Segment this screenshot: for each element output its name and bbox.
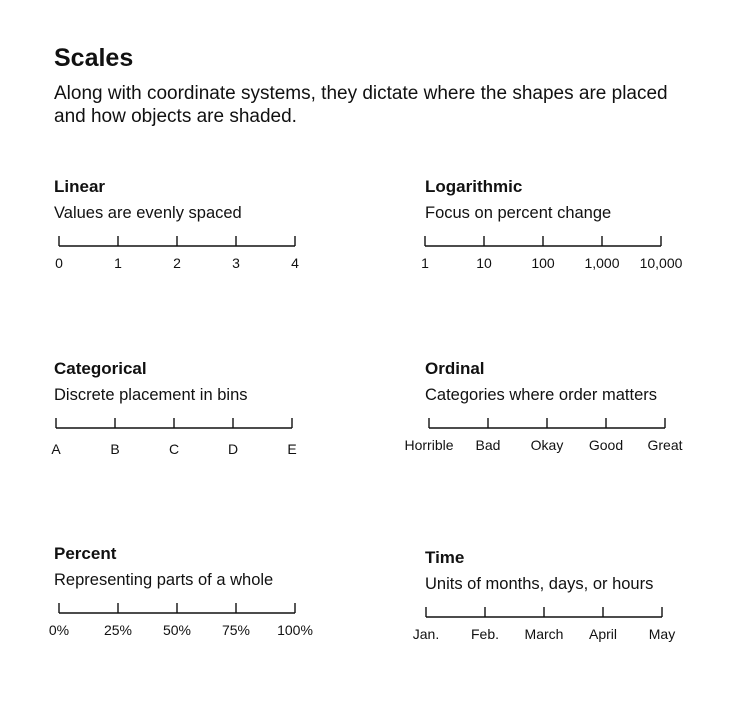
time-scale-axis: Jan. Feb. March April May	[413, 607, 675, 642]
tick-label: May	[649, 626, 675, 642]
tick-label: 10,000	[640, 255, 683, 271]
tick-label: 1	[421, 255, 429, 271]
tick-label: 4	[291, 255, 299, 271]
tick-label: A	[51, 441, 61, 457]
tick-label: D	[228, 441, 238, 457]
panel-title: Percent	[54, 544, 117, 563]
panel-title: Linear	[54, 177, 106, 196]
linear-scale-axis: 0 1 2 3 4	[55, 236, 299, 271]
panel-logarithmic: Logarithmic Focus on percent change 1 10 1…	[421, 177, 745, 297]
tick-label: 2	[173, 255, 181, 271]
panel-title: Time	[425, 548, 465, 567]
panel-description: Categories where order matters	[425, 386, 658, 404]
page-title: Scales	[54, 44, 134, 72]
tick-label: 10	[476, 255, 492, 271]
panel-description: Values are evenly spaced	[54, 204, 242, 222]
categorical-scale-axis: A B C D E	[51, 418, 297, 457]
page-subtitle: Along with coordinate systems, they dict…	[54, 83, 668, 127]
panel-title: Ordinal	[425, 359, 485, 378]
tick-label: 100	[531, 255, 555, 271]
tick-label: 25%	[104, 622, 132, 638]
tick-label: B	[110, 441, 119, 457]
ordinal-scale-axis: Horrible Bad Okay Good Great	[404, 418, 683, 453]
tick-label: 75%	[222, 622, 250, 638]
panel-title: Logarithmic	[425, 177, 523, 196]
tick-label: Feb.	[471, 626, 499, 642]
tick-label: Bad	[476, 437, 501, 453]
tick-label: April	[589, 626, 617, 642]
tick-label: 100%	[277, 622, 313, 638]
panel-description: Representing parts of a whole	[54, 571, 274, 589]
panel-ordinal: Ordinal Categories where order matters H…	[404, 359, 745, 479]
percent-scale-axis: 0% 25% 50% 75% 100%	[49, 603, 313, 638]
tick-label: 3	[232, 255, 240, 271]
tick-label: Horrible	[404, 437, 453, 453]
tick-label: C	[169, 441, 179, 457]
tick-label: 1	[114, 255, 122, 271]
tick-label: Good	[589, 437, 623, 453]
panel-categorical: Categorical Discrete placement in bins A…	[51, 359, 374, 479]
tick-label: 50%	[163, 622, 191, 638]
tick-label: 1,000	[584, 255, 619, 271]
panel-title: Categorical	[54, 359, 147, 378]
tick-label: Great	[647, 437, 682, 453]
panel-description: Discrete placement in bins	[54, 386, 248, 404]
panel-linear: Linear Values are evenly spaced 0 1 2 3 4	[54, 177, 374, 297]
logarithmic-scale-axis: 1 10 100 1,000 10,000	[421, 236, 683, 271]
panel-percent: Percent Representing parts of a whole 0%…	[49, 544, 374, 664]
tick-label: E	[287, 441, 296, 457]
panel-description: Units of months, days, or hours	[425, 575, 654, 593]
tick-label: 0	[55, 255, 63, 271]
tick-label: March	[525, 626, 564, 642]
tick-label: Jan.	[413, 626, 439, 642]
tick-label: Okay	[531, 437, 564, 453]
panel-description: Focus on percent change	[425, 204, 612, 222]
tick-label: 0%	[49, 622, 69, 638]
panel-time: Time Units of months, days, or hours Jan…	[413, 548, 745, 668]
